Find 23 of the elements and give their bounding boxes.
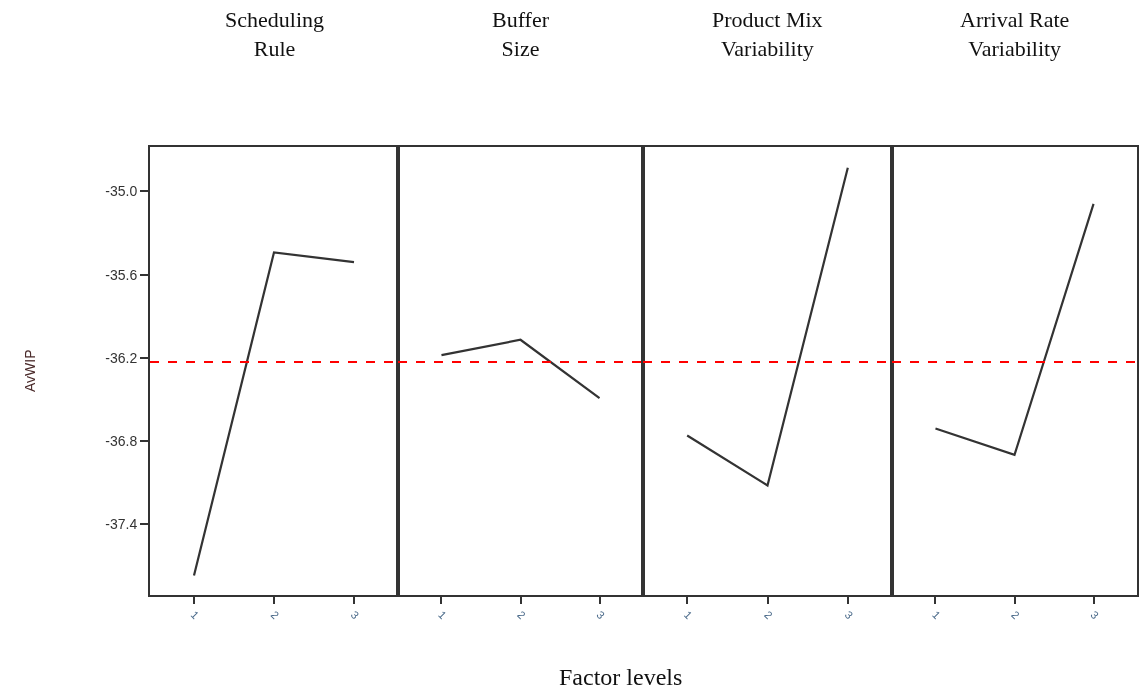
x-tick-label: 2 [1009, 608, 1023, 622]
x-tick-label: 3 [594, 608, 608, 622]
x-tick-label: 2 [515, 608, 529, 622]
x-tick-label: 1 [436, 608, 449, 622]
chart-title: Buffer Size [492, 7, 550, 61]
y-tick-label: -35.6 [105, 266, 138, 283]
x-axis-title: Factor levels [559, 664, 683, 690]
chart-title: Arrival Rate Variability [960, 7, 1070, 61]
x-tick-label: 1 [930, 608, 943, 622]
x-tick-label: 1 [681, 608, 695, 622]
y-tick-label: -36.8 [105, 432, 138, 449]
x-tick-label: 2 [268, 608, 282, 622]
y-tick-label: -37.4 [105, 516, 138, 533]
x-tick-label: 3 [1088, 608, 1102, 622]
y-tick-label: -36.2 [105, 349, 138, 366]
x-tick-label: 1 [188, 608, 202, 622]
x-tick-label: 3 [348, 608, 362, 622]
chart-title: Scheduling Rule [225, 7, 324, 61]
y-axis-title: AvWIP [22, 349, 38, 392]
x-tick-label: 3 [842, 608, 856, 622]
x-tick-label: 2 [762, 608, 776, 622]
y-tick-label: -35.0 [105, 183, 138, 200]
chart-title: Product Mix Variability [712, 7, 823, 61]
